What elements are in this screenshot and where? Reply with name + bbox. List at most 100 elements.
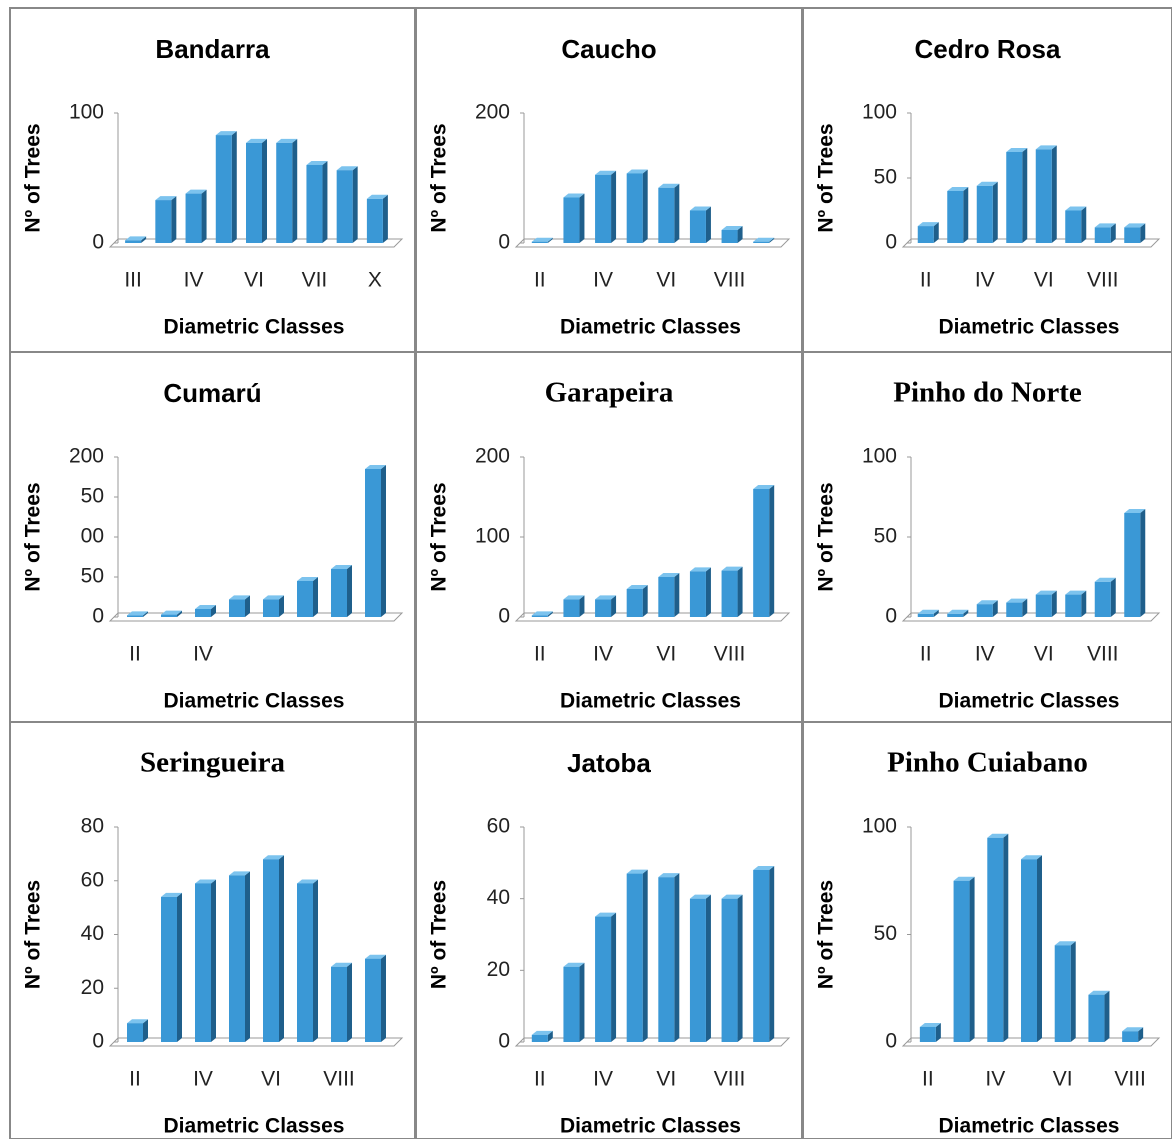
- bar: [595, 916, 612, 1042]
- bar: [1124, 227, 1141, 243]
- bar-top: [595, 595, 617, 600]
- bar-top: [753, 237, 775, 242]
- bar-side: [279, 595, 284, 617]
- x-axis-label: Diametric Classes: [164, 690, 345, 713]
- bar-side: [1140, 509, 1146, 617]
- y-axis-label: Nº of Trees: [428, 123, 451, 232]
- bar: [721, 898, 738, 1042]
- bar-side: [1138, 1027, 1144, 1042]
- bar-side: [737, 894, 743, 1042]
- y-axis-label: Nº of Trees: [815, 482, 838, 591]
- bar: [753, 870, 770, 1042]
- bar-top: [1065, 206, 1087, 211]
- bar-top: [721, 566, 743, 571]
- bar-side: [292, 138, 298, 243]
- x-tick-label: IV: [193, 1068, 213, 1091]
- bar: [161, 896, 177, 1042]
- bar-side: [1081, 206, 1087, 243]
- y-axis-label: Nº of Trees: [815, 123, 838, 232]
- chart-title: Bandarra: [155, 34, 270, 64]
- x-tick-label: IV: [193, 643, 213, 666]
- bar-side: [969, 876, 975, 1042]
- bar-top: [658, 183, 680, 188]
- bar: [246, 142, 262, 243]
- y-tick-label: 0: [92, 231, 104, 254]
- bar: [297, 883, 313, 1042]
- bar-side: [642, 869, 648, 1042]
- bar-side: [705, 894, 711, 1042]
- bar-top: [263, 595, 284, 600]
- y-tick-label: 100: [862, 815, 897, 838]
- bar-top: [1021, 855, 1042, 860]
- bar-side: [1022, 148, 1028, 243]
- bar-side: [769, 485, 775, 617]
- bar: [721, 230, 738, 243]
- x-tick-label: II: [534, 1068, 546, 1091]
- x-tick-label: VI: [656, 643, 676, 666]
- x-axis-label: Diametric Classes: [939, 316, 1120, 339]
- bar-top: [658, 873, 680, 878]
- bar: [306, 165, 323, 243]
- bar: [626, 589, 643, 617]
- bar: [1054, 945, 1071, 1042]
- bar: [689, 898, 706, 1042]
- chart-title: Cumarú: [163, 378, 261, 408]
- bar-side: [322, 161, 328, 243]
- bar-side: [547, 237, 553, 243]
- bar: [127, 1023, 143, 1042]
- chart-title: Garapeira: [545, 377, 674, 409]
- bar-top: [1054, 941, 1076, 946]
- bar-top: [626, 585, 648, 589]
- y-tick-label: 20: [487, 958, 510, 981]
- x-tick-label: II: [920, 643, 932, 666]
- bar-side: [769, 237, 775, 243]
- bar-side: [1003, 833, 1009, 1042]
- bar: [229, 875, 245, 1042]
- y-tick-label: 80: [81, 815, 104, 838]
- x-tick-label: VI: [656, 1068, 676, 1091]
- x-tick-label: VIII: [1087, 643, 1119, 666]
- bar: [689, 210, 706, 243]
- bar: [563, 599, 580, 617]
- x-tick-label: VIII: [1087, 269, 1119, 292]
- y-tick-label: 50: [81, 485, 104, 508]
- y-axis-label: Nº of Trees: [22, 123, 45, 232]
- chart-title: Pinho Cuiabano: [887, 747, 1088, 779]
- bar: [1094, 227, 1111, 243]
- bar: [366, 198, 383, 243]
- x-tick-label: VIII: [323, 1068, 355, 1091]
- bar: [976, 604, 993, 617]
- y-tick-label: 40: [81, 922, 104, 945]
- bar-side: [1081, 590, 1087, 617]
- x-tick-label: II: [922, 1068, 934, 1091]
- x-axis-label: Diametric Classes: [939, 1115, 1120, 1138]
- floor: [514, 612, 791, 622]
- bar-top: [125, 236, 147, 241]
- bar-side: [1037, 855, 1042, 1042]
- bar-top: [1124, 509, 1146, 513]
- floor: [901, 612, 1161, 622]
- bar: [1065, 594, 1082, 617]
- x-tick-label: VI: [1034, 269, 1054, 292]
- bar: [263, 599, 279, 617]
- bar: [1021, 859, 1037, 1042]
- bar-side: [1051, 145, 1057, 243]
- y-tick-label: 20: [81, 976, 104, 999]
- bar-top: [976, 600, 998, 605]
- floor: [901, 238, 1161, 248]
- bar-top: [229, 595, 250, 600]
- bar-side: [177, 892, 182, 1042]
- y-tick-label: 0: [885, 231, 897, 254]
- bar-top: [1094, 577, 1116, 582]
- y-tick-label: 200: [475, 445, 510, 468]
- bar-side: [737, 566, 743, 617]
- y-tick-label: 100: [862, 101, 897, 124]
- bar-top: [689, 567, 711, 572]
- bar: [215, 135, 232, 243]
- bar: [276, 142, 293, 243]
- x-axis-label: Diametric Classes: [164, 316, 345, 339]
- bar: [953, 880, 970, 1042]
- bar-side: [963, 187, 969, 243]
- bar: [331, 966, 347, 1042]
